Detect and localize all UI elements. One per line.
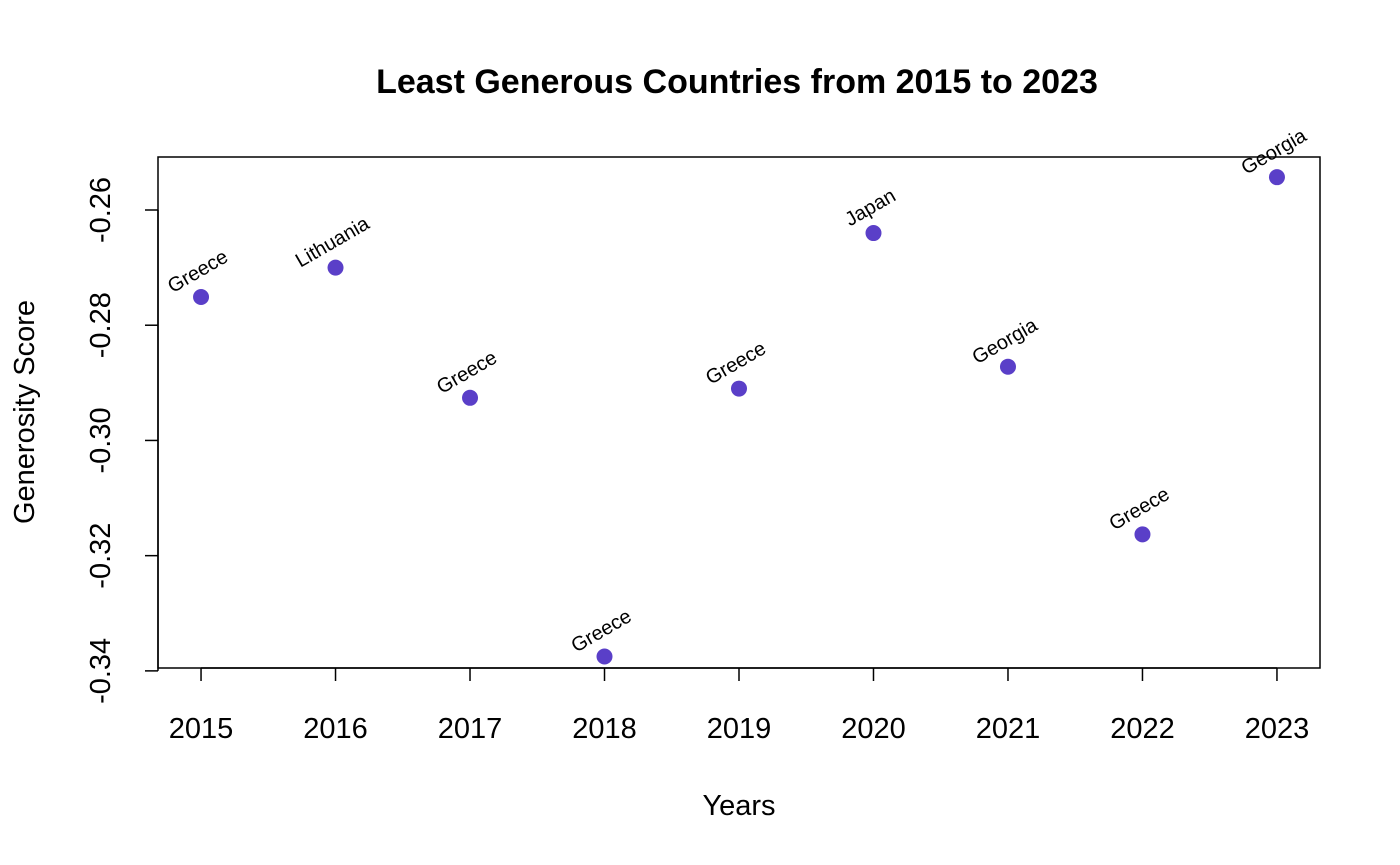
data-point: [731, 380, 747, 397]
x-tick-label: 2019: [707, 713, 772, 745]
data-point: [193, 288, 210, 305]
data-points: Greece LithuaniaGreeceGreeceGreeceJapanGe…: [164, 124, 1311, 665]
data-point: [462, 389, 479, 406]
data-point: [1268, 169, 1285, 186]
x-axis: 2015 2016 2017 2018 2019 2020 2021 2022 2023: [169, 667, 1310, 745]
y-tick-label: -0.34: [85, 638, 117, 704]
y-tick-label: -0.26: [85, 177, 117, 243]
x-tick-label: 2017: [438, 713, 503, 745]
x-axis-label: Years: [702, 790, 775, 822]
y-tick-label: -0.28: [85, 292, 117, 358]
x-tick-label: 2023: [1245, 713, 1310, 745]
data-point: [1134, 526, 1151, 543]
y-tick-label: -0.30: [85, 407, 117, 473]
x-tick-label: 2021: [976, 713, 1041, 745]
x-tick-label: 2020: [841, 713, 906, 745]
y-tick-label: -0.32: [85, 523, 117, 589]
x-tick-label: 2015: [169, 713, 234, 745]
data-point: [865, 225, 882, 242]
x-tick-label: 2022: [1110, 713, 1175, 745]
x-tick-label: 2018: [572, 713, 637, 745]
data-point: [327, 259, 344, 276]
chart-title: Least Generous Countries from 2015 to 20…: [376, 63, 1098, 101]
data-point: [999, 358, 1016, 375]
data-point: [596, 648, 613, 665]
y-axis-label: Generosity Score: [9, 300, 41, 524]
point-label: Japan: [841, 185, 899, 231]
y-axis: -0.34 -0.32 -0.30 -0.28 -0.26: [85, 177, 159, 704]
x-tick-label: 2016: [303, 713, 368, 745]
